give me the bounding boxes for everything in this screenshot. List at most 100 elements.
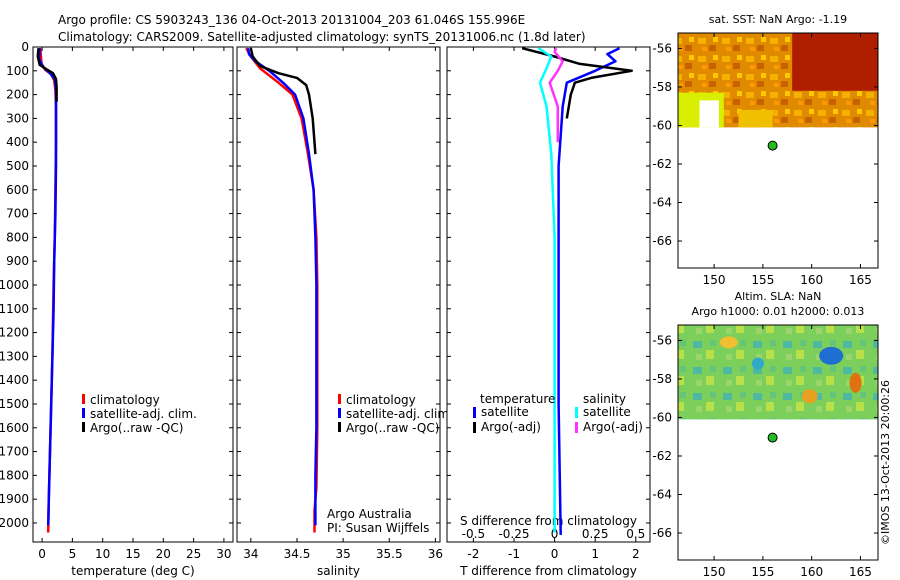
y-tick-label: -56 bbox=[652, 333, 672, 347]
annotation-line: Argo Australia bbox=[327, 507, 412, 521]
x2-tick-label: 0.25 bbox=[582, 527, 609, 541]
x-tick-label: 5 bbox=[69, 547, 77, 561]
sla-map: -56 -58 -60 -62 -64 -66 150 155 160 165 Altim. SLA… bbox=[652, 290, 879, 579]
temperature-panel: 0100200300400500600700800900100011001200… bbox=[0, 40, 234, 578]
x-tick-label: 34 bbox=[243, 547, 258, 561]
difference-panel: -2 -1 0 1 2 T difference from climatology -0.5… bbox=[446, 46, 651, 578]
y-tick-label: 1200 bbox=[0, 326, 29, 340]
x2-tick-label: 0 bbox=[551, 527, 559, 541]
sla-low-patch bbox=[752, 357, 764, 370]
y-tick-label: -58 bbox=[652, 80, 672, 94]
y-tick-label: -64 bbox=[652, 488, 672, 502]
y-tick-label: -62 bbox=[652, 157, 672, 171]
legend-swatch bbox=[473, 422, 476, 433]
salinity-panel: 34 34.5 35 35.5 36 salinity climatologysatelli… bbox=[236, 46, 453, 578]
y-tick-label: 1600 bbox=[0, 421, 29, 435]
legend-label: Argo(-adj) bbox=[583, 420, 643, 434]
legend-label: climatology bbox=[346, 393, 416, 407]
y-tick-label: -56 bbox=[652, 41, 672, 55]
series-line bbox=[249, 47, 317, 155]
x-tick-label: 10 bbox=[95, 547, 110, 561]
y-tick-label: 1500 bbox=[0, 397, 29, 411]
y-tick-label: 200 bbox=[6, 88, 29, 102]
legend-swatch bbox=[575, 407, 578, 418]
x-tick-label: 0 bbox=[38, 547, 46, 561]
legend-swatch bbox=[338, 422, 341, 432]
legend-swatch bbox=[338, 408, 341, 418]
x-tick-label: 15 bbox=[125, 547, 140, 561]
legend-label: Argo(..raw -QC) bbox=[90, 421, 183, 435]
x-tick-label: 150 bbox=[703, 565, 726, 579]
y-tick-label: 1400 bbox=[0, 373, 29, 387]
x-tick-label: 20 bbox=[156, 547, 171, 561]
legend-swatch bbox=[338, 394, 341, 404]
y-tick-label: -60 bbox=[652, 118, 672, 132]
x-tick-label: 34.5 bbox=[284, 547, 311, 561]
x2-tick-label: 0.5 bbox=[626, 527, 645, 541]
map-title-line1: Altim. SLA: NaN bbox=[735, 290, 822, 303]
x-tick-label: -1 bbox=[508, 547, 520, 561]
series-line bbox=[36, 48, 58, 102]
x-axis-label: salinity bbox=[317, 564, 360, 578]
map-title: sat. SST: NaN Argo: -1.19 bbox=[709, 13, 847, 26]
figure-title-line2: Climatology: CARS2009. Satellite-adjuste… bbox=[58, 30, 586, 44]
y-tick-label: 0 bbox=[21, 40, 29, 54]
y-tick-label: 100 bbox=[6, 64, 29, 78]
legend-swatch bbox=[82, 422, 85, 432]
x-tick-label: 2 bbox=[632, 547, 640, 561]
legend-swatch bbox=[82, 394, 85, 404]
y-tick-label: -64 bbox=[652, 196, 672, 210]
y-tick-label: 1300 bbox=[0, 349, 29, 363]
argo-position-marker bbox=[767, 432, 778, 443]
x-tick-label: 0 bbox=[551, 547, 559, 561]
series-line bbox=[548, 47, 564, 143]
annotation-line: PI: Susan Wijffels bbox=[327, 521, 429, 535]
timestamp-stamp: ©IMOS 13-Oct-2013 20:00:26 bbox=[879, 380, 892, 545]
sla-high-patch bbox=[849, 372, 862, 393]
x-axis-label: T difference from climatology bbox=[459, 564, 637, 578]
x-axis-label: temperature (deg C) bbox=[71, 564, 194, 578]
sst-mid-patch bbox=[738, 110, 773, 128]
legend-header: temperature bbox=[480, 392, 555, 406]
y-tick-label: 1900 bbox=[0, 492, 29, 506]
x-tick-label: 160 bbox=[800, 273, 823, 287]
x2-axis-label: S difference from climatology bbox=[460, 514, 637, 528]
x-tick-label: 165 bbox=[849, 273, 872, 287]
y-tick-label: 400 bbox=[6, 135, 29, 149]
y-tick-label: 600 bbox=[6, 183, 29, 197]
sst-map: -56 -58 -60 -62 -64 -66 150 155 160 165 sat. SST: … bbox=[652, 13, 879, 287]
y-tick-label: 1700 bbox=[0, 445, 29, 459]
y-tick-label: 1100 bbox=[0, 302, 29, 316]
plot-frame bbox=[32, 46, 234, 543]
argo-position-marker bbox=[767, 140, 778, 151]
x-tick-label: 155 bbox=[751, 273, 774, 287]
legend-swatch bbox=[575, 422, 578, 433]
y-tick-label: -60 bbox=[652, 410, 672, 424]
x-tick-label: 35.5 bbox=[376, 547, 403, 561]
y-tick-label: 700 bbox=[6, 207, 29, 221]
x2-tick-label: -0.5 bbox=[462, 527, 485, 541]
sla-high-patch bbox=[801, 389, 818, 404]
map-title-line2: Argo h1000: 0.01 h2000: 0.013 bbox=[692, 305, 865, 318]
legend-label: Argo(-adj) bbox=[481, 420, 541, 434]
x-tick-label: 25 bbox=[186, 547, 201, 561]
map-frame bbox=[677, 324, 879, 561]
sst-nodata-patch bbox=[699, 100, 719, 128]
x-tick-label: 165 bbox=[849, 565, 872, 579]
x-tick-label: 30 bbox=[216, 547, 231, 561]
legend-label: satellite bbox=[481, 405, 529, 419]
x-tick-label: 155 bbox=[751, 565, 774, 579]
y-tick-label: -62 bbox=[652, 449, 672, 463]
legend-swatch bbox=[82, 408, 85, 418]
map-frame bbox=[677, 32, 879, 269]
y-tick-label: 2000 bbox=[0, 516, 29, 530]
y-tick-label: 1000 bbox=[0, 278, 29, 292]
series-line bbox=[557, 47, 621, 535]
x-tick-label: 36 bbox=[428, 547, 443, 561]
y-tick-label: 300 bbox=[6, 111, 29, 125]
y-tick-label: -66 bbox=[652, 526, 672, 540]
legend-label: Argo(..raw -QC) bbox=[346, 421, 439, 435]
y-tick-label: 800 bbox=[6, 230, 29, 244]
legend-label: climatology bbox=[90, 393, 160, 407]
